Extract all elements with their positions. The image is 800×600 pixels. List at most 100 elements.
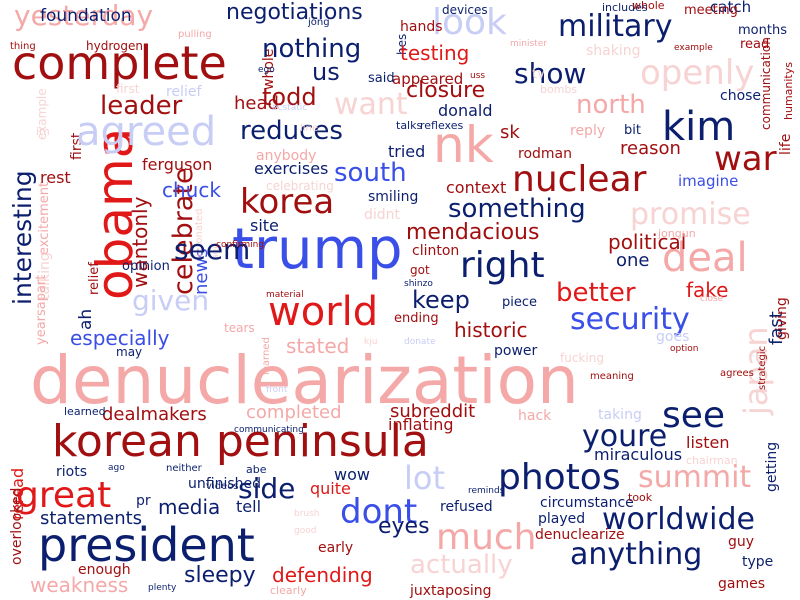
cloud-word: statements	[40, 508, 143, 529]
cloud-word: videos	[206, 481, 239, 492]
cloud-word: months	[738, 23, 787, 38]
cloud-word: agreed	[76, 109, 217, 155]
cloud-word: reduces	[240, 116, 343, 146]
cloud-word: closure	[406, 78, 486, 103]
cloud-word: pulling	[178, 29, 212, 40]
cloud-word: appeared	[392, 70, 464, 88]
cloud-word: unfinished	[188, 476, 261, 492]
cloud-word: donald	[438, 101, 493, 120]
cloud-word: jongun	[658, 227, 696, 240]
cloud-word: line	[300, 123, 319, 134]
cloud-word: trump	[232, 217, 403, 282]
cloud-word: type	[742, 554, 774, 570]
cloud-word: defending	[272, 563, 373, 587]
cloud-word: sk	[500, 122, 520, 143]
cloud-word: rest	[40, 168, 71, 187]
cloud-word: great	[16, 475, 112, 516]
cloud-word: better	[556, 278, 636, 308]
cloud-word: ecstatic	[272, 103, 308, 113]
cloud-word: smiling	[368, 189, 419, 205]
cloud-word: actually	[410, 550, 513, 580]
cloud-word: dealmakers	[102, 404, 207, 425]
cloud-word: lot	[404, 459, 446, 497]
cloud-word: yearsapart	[34, 274, 49, 345]
cloud-word: context	[446, 178, 507, 197]
cloud-word: seem	[174, 233, 251, 266]
cloud-word: right	[460, 245, 545, 286]
cloud-word: leader	[100, 91, 183, 121]
cloud-word: humanitys	[782, 62, 795, 120]
cloud-word: talks	[396, 119, 423, 132]
cloud-word: taking	[598, 407, 642, 423]
cloud-word: especially	[70, 326, 170, 350]
cloud-word: listen	[686, 433, 730, 452]
cloud-word: uss	[470, 71, 486, 81]
cloud-word: clinton	[412, 243, 460, 259]
cloud-word: getting	[764, 441, 780, 492]
cloud-word: anybody	[256, 148, 317, 164]
cloud-word: learned	[64, 405, 106, 418]
cloud-word: weakness	[30, 573, 129, 597]
cloud-word: much	[436, 517, 537, 558]
cloud-word: promise	[630, 197, 751, 232]
cloud-word: shinzo	[404, 279, 433, 289]
cloud-word: piece	[502, 295, 538, 310]
cloud-word: ending	[394, 311, 439, 326]
cloud-word: fucking	[560, 351, 604, 365]
cloud-word: confirming	[216, 240, 265, 250]
cloud-word: kju	[364, 337, 378, 347]
cloud-word: exercises	[254, 159, 329, 178]
cloud-word: tell	[236, 497, 262, 516]
cloud-word: wantonly	[128, 196, 152, 288]
cloud-word: security	[570, 302, 690, 337]
cloud-word: miraculous	[594, 445, 683, 464]
cloud-word: world	[268, 289, 379, 335]
cloud-word: media	[158, 495, 221, 519]
cloud-word: relief	[87, 262, 102, 295]
cloud-word: site	[250, 216, 279, 235]
cloud-word: life	[778, 133, 794, 155]
cloud-word: ego	[258, 65, 275, 75]
cloud-word: rodman	[518, 146, 572, 162]
cloud-word: hands	[400, 19, 443, 35]
cloud-word: president	[38, 518, 255, 572]
cloud-word: chuck	[162, 178, 221, 202]
cloud-word: hydrogen	[86, 39, 143, 53]
cloud-word: yesterday	[14, 0, 154, 32]
cloud-word: took	[628, 491, 653, 504]
cloud-word: meaning	[590, 371, 634, 382]
cloud-word: good	[294, 526, 317, 536]
cloud-word: example	[674, 43, 713, 53]
cloud-word: north	[576, 90, 646, 120]
cloud-word: clearly	[270, 584, 307, 597]
cloud-word: said	[368, 71, 395, 86]
cloud-word: devices	[442, 3, 488, 17]
cloud-word: ago	[108, 463, 125, 473]
cloud-word: inflating	[388, 415, 454, 434]
cloud-word: bit	[624, 123, 641, 138]
cloud-word: riots	[56, 464, 87, 480]
cloud-word: us	[312, 58, 340, 86]
cloud-word: includes	[602, 1, 648, 14]
cloud-word: close	[700, 294, 724, 304]
cloud-word: reflexes	[420, 119, 464, 132]
cloud-word: reason	[620, 138, 681, 159]
cloud-word: foundation	[40, 6, 132, 26]
cloud-word: agrees	[720, 368, 754, 379]
cloud-word: interesting	[8, 170, 37, 305]
cloud-word: something	[448, 194, 586, 224]
cloud-word: giving	[774, 297, 790, 340]
cloud-word: war	[714, 139, 777, 179]
cloud-word: relief	[166, 84, 202, 100]
cloud-word: goes	[656, 329, 690, 345]
cloud-word: donate	[404, 337, 436, 347]
cloud-word: juxtaposing	[410, 583, 492, 599]
cloud-word: enough	[78, 562, 131, 578]
cloud-word: early	[318, 540, 354, 556]
cloud-word: wow	[334, 465, 370, 484]
cloud-word: excitement	[37, 181, 52, 255]
cloud-word: front	[266, 385, 288, 395]
cloud-word: want	[334, 87, 408, 122]
cloud-word: plenty	[148, 583, 177, 593]
